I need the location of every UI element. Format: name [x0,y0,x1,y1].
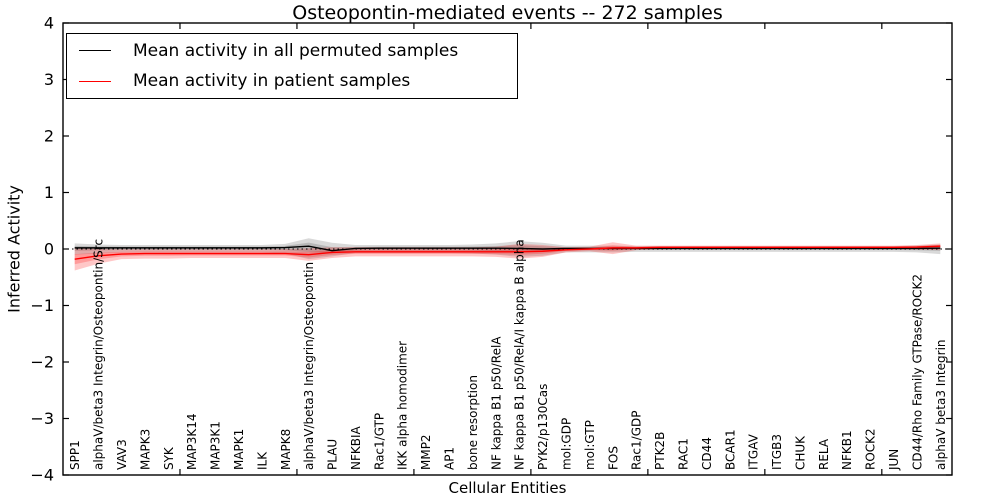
x-category-label: MAPK8 [279,429,293,470]
legend-label-patient: Mean activity in patient samples [133,71,411,92]
y-axis-label: Inferred Activity [4,185,24,313]
patient-line-swatch [79,80,111,82]
x-axis-label: Cellular Entities [448,479,567,497]
legend-item-permuted: Mean activity in all permuted samples [67,37,517,65]
x-category-label: Rac1/GDP [630,411,644,470]
x-category-label: ILK [255,451,269,470]
x-category-label: IKK alpha homodimer [396,341,410,470]
x-category-label: alphaV/beta3 Integrin/Osteopontin [302,262,316,470]
y-tick-label: −1 [30,296,54,315]
y-tick-label: 1 [44,183,54,202]
patient-band-outer [74,242,941,271]
x-category-label: PTK2B [653,432,667,470]
x-category-label: CD44 [700,437,714,470]
permuted-line-swatch [79,50,111,52]
x-category-label: SYK [162,446,176,470]
legend-label-permuted: Mean activity in all permuted samples [133,40,459,61]
chart-title: Osteopontin-mediated events -- 272 sampl… [292,2,723,24]
x-category-label: PYK2/p130Cas [536,384,550,470]
y-tick-label: 3 [44,70,54,89]
y-tick-label: −4 [30,466,54,485]
x-category-label: AP1 [443,447,457,470]
x-category-label: Rac1/GTP [372,413,386,470]
x-category-label: NF kappa B1 p50/RelA [489,336,503,470]
x-category-label: NFKBIA [349,425,363,470]
x-category-label: alphaV/beta3 Integrin/Osteopontin/Src [92,239,106,470]
y-tick-label: 0 [44,240,54,259]
x-category-label: CHUK [793,435,807,470]
x-category-label: ITGAV [747,433,761,470]
y-tick-label: −2 [30,353,54,372]
y-tick-label: 4 [44,14,54,33]
x-category-label: MAPK1 [232,429,246,470]
y-tick-label: 2 [44,127,54,146]
x-category-label: JUN [887,449,901,471]
x-category-label: ROCK2 [864,428,878,470]
x-category-label: alphaV beta3 Integrin [934,339,948,470]
x-category-label: PLAU [326,439,340,470]
permuted-mean-line [74,245,941,252]
x-category-label: RELA [817,438,831,470]
legend: Mean activity in all permuted samples Me… [66,33,518,99]
x-category-label: BCAR1 [723,429,737,470]
x-category-label: MAP3K14 [185,413,199,470]
x-category-label: MAP3K1 [209,421,223,470]
x-category-label: NFKB1 [840,430,854,470]
x-category-label: ITGB3 [770,434,784,470]
x-category-label: CD44/Rho Family GTPase/ROCK2 [910,274,924,470]
x-category-label: mol:GTP [583,420,597,470]
patient-mean-line [74,245,941,260]
y-tick-label: −3 [30,409,54,428]
x-category-label: FOS [606,446,620,470]
legend-item-patient: Mean activity in patient samples [67,67,517,95]
x-category-label: mol:GDP [559,418,573,470]
x-category-label: bone resorption [466,375,480,470]
x-category-label: NF kappa B1 p50/RelA/I kappa B alpha [513,239,527,470]
x-category-label: RAC1 [676,438,690,470]
x-category-label: VAV3 [115,439,129,470]
x-category-label: MAPK3 [138,429,152,470]
x-category-label: MMP2 [419,434,433,470]
x-category-label: SPP1 [68,440,82,470]
